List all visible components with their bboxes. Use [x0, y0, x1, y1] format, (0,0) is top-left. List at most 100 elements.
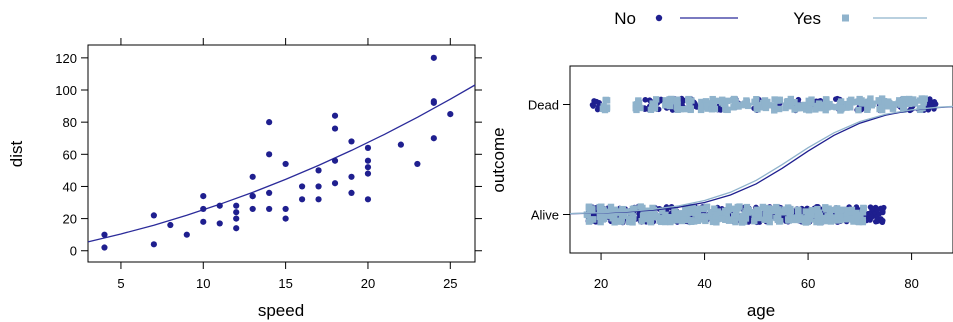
right-data-point-yes: [771, 96, 778, 103]
right-data-point-yes: [740, 101, 747, 108]
left-x-tick-label: 25: [443, 276, 457, 291]
left-data-point: [315, 167, 322, 174]
right-data-point-yes: [688, 97, 695, 104]
right-data-point-yes: [791, 98, 798, 106]
right-data-point-yes: [846, 211, 854, 218]
left-data-point: [430, 54, 437, 61]
right-data-point-yes: [762, 212, 770, 219]
right-data-point-yes: [709, 218, 717, 226]
right-data-point-yes: [802, 208, 809, 215]
right-data-point-no: [693, 103, 700, 109]
speed-dist-chart: speed dist 5 10 15 20 25 0 20 40 60 80 100 120: [7, 38, 482, 320]
right-data-point-yes: [668, 95, 675, 103]
right-data-point-yes: [771, 102, 778, 110]
right-data-point-yes: [884, 103, 892, 110]
right-data-point-yes: [754, 206, 761, 214]
right-data-point-yes: [666, 102, 674, 110]
right-x-tick-label: 40: [697, 276, 711, 291]
right-data-point-yes: [584, 211, 591, 219]
left-data-point: [315, 183, 322, 190]
right-data-point-yes: [704, 105, 711, 112]
right-marks: [569, 95, 953, 226]
right-data-point-yes: [611, 219, 618, 226]
right-data-point-yes: [743, 100, 751, 107]
right-data-point-yes: [814, 211, 821, 219]
right-data-point-yes: [919, 104, 926, 112]
left-data-point: [331, 157, 339, 164]
right-data-point-yes: [766, 214, 773, 221]
left-data-point: [331, 112, 339, 119]
left-data-point: [348, 138, 355, 145]
left-x-tick-label: 10: [196, 276, 210, 291]
right-data-point-yes: [787, 207, 795, 215]
right-y-axis-title: outcome: [489, 127, 508, 192]
right-data-point-yes: [680, 216, 687, 223]
right-data-point-yes: [637, 203, 644, 210]
right-data-point-yes: [908, 96, 915, 103]
left-data-point: [364, 164, 372, 171]
left-x-axis-title: speed: [258, 301, 304, 320]
left-data-point: [233, 215, 240, 222]
right-data-point-no: [680, 98, 687, 104]
right-data-point-yes: [718, 99, 726, 106]
right-data-point-yes: [771, 107, 778, 114]
right-data-point-yes: [735, 103, 742, 110]
right-data-point-yes: [905, 100, 913, 108]
left-data-point: [200, 218, 207, 225]
right-data-point-yes: [662, 211, 669, 219]
right-data-point-yes: [784, 98, 791, 105]
left-data-point: [364, 196, 372, 203]
right-data-point-yes: [860, 205, 868, 212]
right-data-point-yes: [808, 207, 816, 214]
right-data-point-yes: [753, 102, 761, 109]
left-data-point: [249, 173, 256, 180]
right-data-point-yes: [864, 106, 871, 113]
right-data-point-yes: [772, 206, 779, 214]
left-data-point: [200, 192, 207, 200]
right-data-point-yes: [674, 104, 681, 111]
right-data-point-yes: [686, 101, 693, 108]
left-data-point: [348, 189, 355, 196]
left-data-point: [101, 231, 108, 238]
right-data-point-yes: [647, 218, 655, 226]
left-data-point: [397, 141, 404, 148]
right-data-point-yes: [754, 213, 761, 220]
right-data-point-yes: [776, 218, 783, 225]
left-data-point: [101, 244, 108, 251]
right-data-point-no: [879, 217, 886, 224]
right-data-point-yes: [818, 101, 825, 109]
right-data-point-yes: [848, 99, 856, 106]
right-data-point-yes: [607, 208, 615, 215]
right-data-point-yes: [697, 205, 704, 212]
left-data-point: [200, 205, 207, 213]
right-data-point-yes: [784, 216, 792, 223]
right-data-point-yes: [637, 104, 644, 112]
right-data-point-yes: [761, 216, 768, 223]
right-data-point-yes: [781, 206, 788, 213]
right-data-point-yes: [843, 216, 850, 223]
right-data-point-yes: [713, 219, 720, 226]
right-fit-curve-no: [569, 105, 953, 215]
right-data-point-yes: [807, 98, 814, 106]
left-y-tick-label: 120: [55, 51, 77, 66]
left-data-point: [430, 98, 437, 105]
right-data-point-yes: [709, 95, 716, 103]
right-data-point-yes: [865, 101, 873, 108]
right-data-point-yes: [843, 212, 850, 219]
right-data-point-yes: [600, 215, 608, 222]
right-data-point-yes: [878, 95, 886, 102]
right-data-point-yes: [730, 104, 737, 111]
right-data-point-yes: [900, 95, 908, 103]
right-data-point-yes: [651, 102, 659, 109]
right-data-point-yes: [844, 207, 852, 214]
right-data-point-yes: [627, 216, 635, 223]
left-axes: 5 10 15 20 25 0 20 40 60 80 100 120: [55, 38, 482, 291]
right-data-point-yes: [859, 99, 866, 106]
right-data-point-yes: [611, 212, 618, 220]
right-data-point-yes: [918, 95, 926, 102]
right-data-point-yes: [600, 206, 607, 213]
left-data-point: [298, 196, 306, 203]
right-data-point-yes: [875, 97, 882, 104]
right-data-point-yes: [753, 95, 760, 103]
